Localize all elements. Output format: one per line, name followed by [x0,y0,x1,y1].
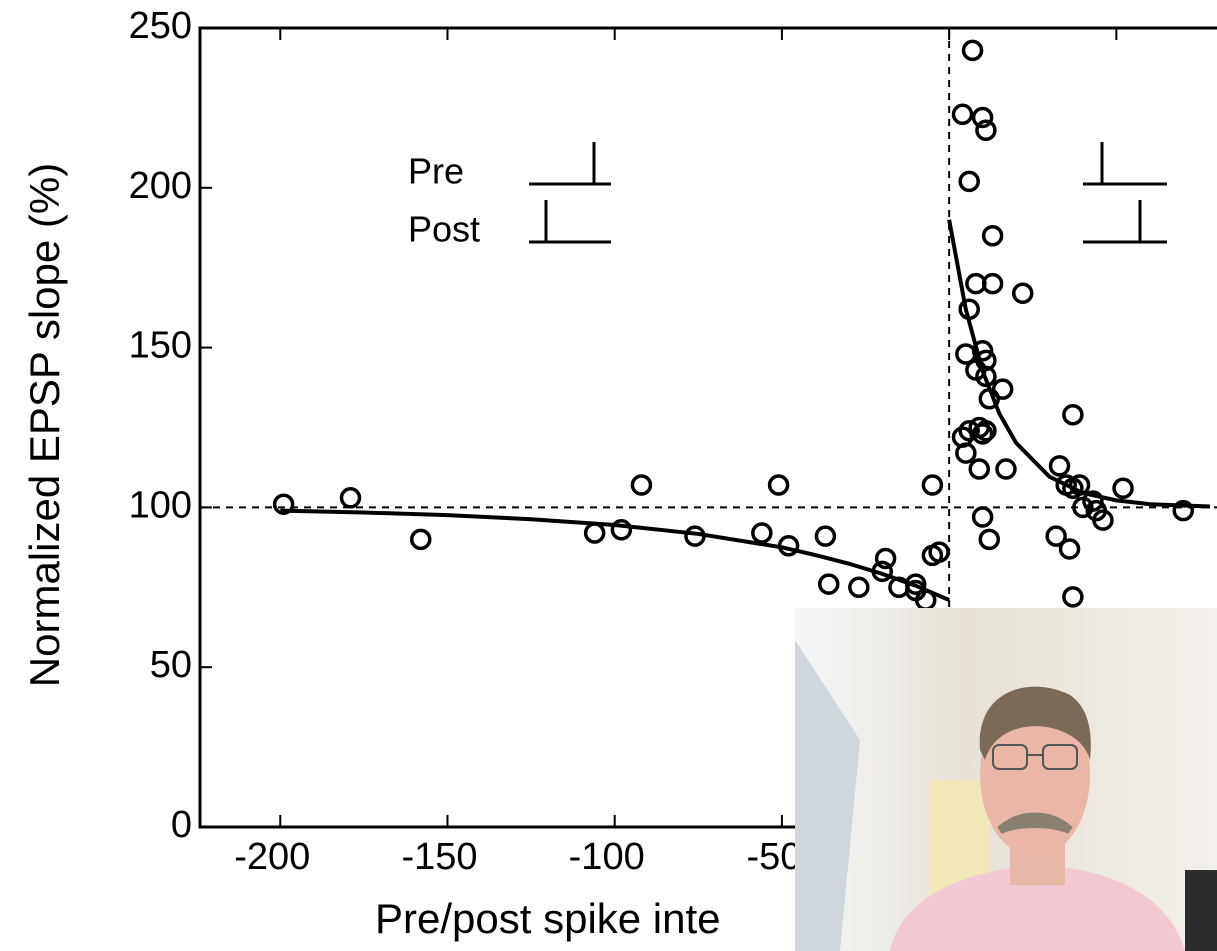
data-point [777,535,800,557]
shirt [890,865,1185,951]
x-tick-label: -150 [401,836,477,878]
pre-label: Pre [408,151,464,192]
x-tick-label: -200 [234,836,310,878]
data-point [1011,282,1034,305]
data-point [955,442,977,464]
data-point [995,458,1017,480]
data-point [958,298,980,320]
data-point [1085,499,1108,522]
data-point [978,528,1001,551]
data-point [975,349,997,372]
data-point [630,474,653,496]
y-axis-label: Normalized EPSP slope (%) [21,163,68,687]
spike-icons [529,142,1167,244]
post-label: Post [408,209,480,250]
y-tick-label: 250 [129,5,192,47]
x-tick-label: -100 [569,836,645,878]
data-point [848,576,870,599]
data-point [971,506,994,528]
data-point [928,541,950,563]
data-point [921,474,944,496]
fit-curve [947,219,1211,509]
data-point [610,519,633,541]
data-point [1068,474,1091,496]
data-point [971,423,994,445]
data-point [904,573,927,595]
data-point [817,573,840,595]
glasses [992,744,1078,770]
data-point [767,474,790,496]
data-point [684,525,706,547]
mustache [997,812,1073,834]
data-point [272,493,295,515]
y-tick-label: 200 [129,165,192,207]
data-point [409,528,432,551]
chair [1185,870,1217,951]
window [795,640,860,951]
webcam-overlay [795,608,1217,951]
pre-spike-right [1083,142,1167,186]
data-point [975,119,997,142]
data-point [814,525,837,547]
data-point [1045,525,1067,547]
data-point [1172,499,1194,522]
data-point [991,378,1014,400]
pre-spike [529,142,611,186]
data-point [951,103,974,126]
data-point [981,272,1004,295]
data-point [874,547,897,570]
data-point [871,560,894,583]
data-point [1062,403,1084,426]
data-point [958,170,980,193]
x-axis-label: Pre/post spike inte [375,895,721,942]
post-spike-right [1083,200,1167,244]
data-point [583,522,606,544]
y-tick-label: 150 [129,325,192,367]
fit-curve [280,508,950,602]
hair [979,686,1091,760]
data-point [1058,538,1081,560]
data-point [1082,490,1104,512]
y-tick-label: 0 [171,804,192,846]
x-tick-label: -50 [746,836,801,878]
data-point [975,365,997,388]
post-spike [529,200,611,244]
data-point [968,458,990,480]
data-point [339,487,362,509]
data-point [975,419,997,442]
data-point [981,224,1004,247]
y-tick-label: 100 [129,484,192,526]
data-point [1112,477,1134,499]
y-tick-label: 50 [150,644,192,686]
data-point [961,39,984,62]
data-point [1048,455,1071,477]
data-point [971,340,994,362]
data-point [1062,586,1084,608]
axis-frame [198,26,1217,829]
face [980,693,1090,857]
data-point [971,106,994,129]
data-point [751,522,773,544]
